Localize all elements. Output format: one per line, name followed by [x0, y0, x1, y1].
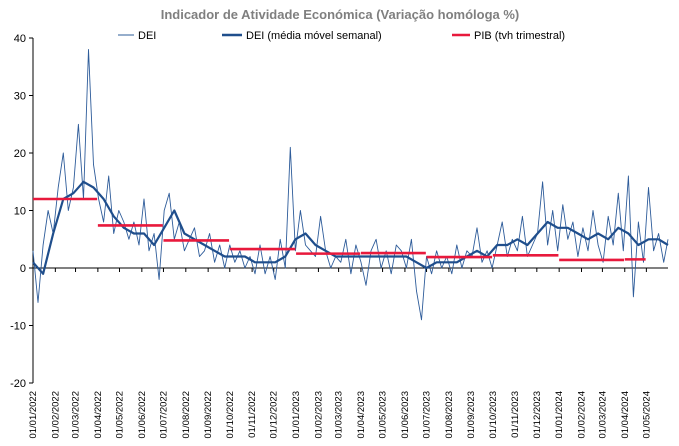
x-tick-label: 01/11/2022: [247, 391, 258, 438]
legend-label: DEI: [138, 30, 156, 42]
x-tick-label: 01/05/2024: [641, 391, 652, 439]
y-tick-label: 20: [14, 148, 26, 160]
x-tick-label: 01/08/2022: [181, 391, 192, 439]
axes: -20 -10 0 10 20 30 40 01/01/2022 01/02/2022 01/03…: [10, 33, 668, 439]
series-layer: [32, 49, 669, 321]
x-tick-label: 01/02/2022: [50, 391, 61, 439]
x-tick-label: 01/03/2022: [71, 391, 82, 439]
x-tick-label: 01/12/2023: [532, 391, 543, 439]
series-line-1: [32, 49, 669, 321]
y-tick-label: 30: [14, 91, 26, 103]
x-tick-label: 01/02/2023: [313, 391, 324, 439]
legend-label: PIB (tvh trimestral): [474, 30, 565, 42]
series-line-2: [32, 180, 669, 275]
x-tick-label: 01/02/2024: [577, 391, 588, 439]
x-tick-label: 01/05/2023: [378, 391, 389, 439]
x-tick-label: 01/04/2022: [93, 391, 104, 439]
x-tick-label: 01/07/2023: [422, 391, 433, 439]
x-tick-label: 01/11/2023: [510, 391, 521, 438]
y-tick-label: -10: [10, 321, 26, 333]
legend-label: DEI (média móvel semanal): [246, 30, 382, 42]
y-tick-label: -20: [10, 378, 26, 390]
x-tick-label: 01/10/2023: [488, 391, 499, 439]
x-tick-label: 01/09/2023: [466, 391, 477, 439]
x-tick-label: 01/06/2022: [137, 391, 148, 439]
x-tick-label: 01/09/2022: [203, 391, 214, 439]
y-tick-label: 10: [14, 206, 26, 218]
chart-title: Indicador de Atividade Económica (Variaç…: [161, 7, 520, 22]
x-tick-label: 01/07/2022: [158, 391, 169, 439]
x-tick-label: 01/10/2022: [225, 391, 236, 439]
x-tick-label: 01/01/2024: [554, 391, 565, 439]
x-tick-label: 01/01/2023: [291, 391, 302, 439]
y-tick-label: 40: [14, 33, 26, 45]
x-tick-label: 01/05/2022: [114, 391, 125, 439]
x-tick-label: 01/04/2024: [620, 391, 631, 439]
x-tick-label: 01/12/2022: [269, 391, 280, 439]
legend: DEI DEI (média móvel semanal) PIB (tvh tri…: [118, 30, 565, 42]
x-tick-label: 01/08/2023: [444, 391, 455, 439]
x-tick-label: 01/03/2024: [597, 391, 608, 439]
y-tick-label: 0: [20, 263, 26, 275]
x-tick-label: 01/04/2023: [356, 391, 367, 439]
x-tick-label: 01/06/2023: [400, 391, 411, 439]
x-tick-label: 01/01/2022: [28, 391, 39, 439]
x-tick-label: 01/03/2023: [334, 391, 345, 439]
